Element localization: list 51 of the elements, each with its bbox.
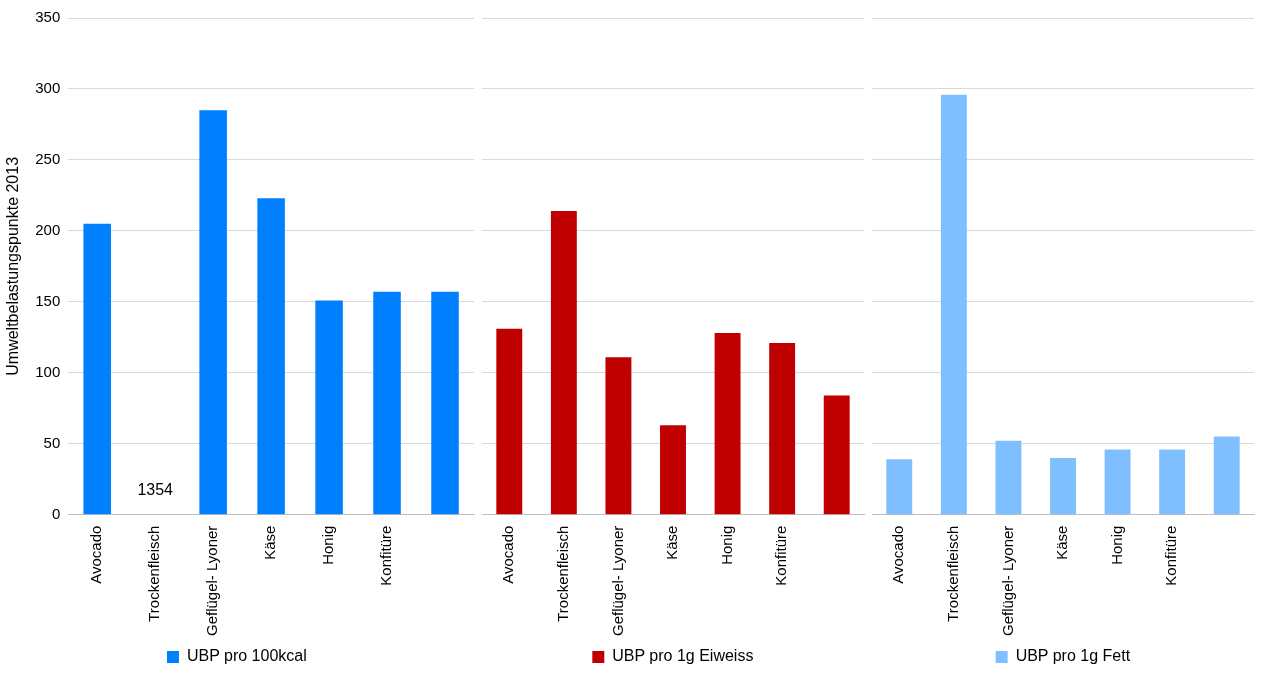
text: 1354 [137,481,173,499]
bar [940,94,967,515]
bar [995,440,1022,515]
y-tick-label: 300 [35,79,61,97]
bar [1104,449,1131,515]
y-tick-label: 50 [43,433,61,451]
x-tick-label: Geflügel- Lyoner [998,525,1016,636]
x-tick-label: Avocado [889,525,907,584]
x-tick-label: Käse [663,525,681,560]
bar [769,342,796,515]
bar [315,300,343,515]
x-tick-label: Trockenfleisch [944,525,961,622]
bar [886,459,913,515]
x-tick-label: Trockenfleisch [554,525,571,622]
bar [373,291,401,515]
y-tick-label: 0 [51,504,61,522]
bar [83,223,111,515]
x-tick-label: Konfitüre [772,525,790,586]
bar [496,328,523,515]
x-tick-label: Avocado [87,525,105,584]
bar [1159,449,1186,515]
x-tick-label: Honig [717,525,735,565]
y-axis-title: Umweltbelastungspunkte 2013 [4,156,22,376]
x-tick-label: Käse [261,525,279,560]
bar [550,210,577,515]
y-tick-label: 200 [35,221,61,238]
y-tick-label: 100 [35,362,61,380]
bar [660,425,686,515]
x-tick-label: Trockenfleisch [145,525,163,622]
x-tick-label: Honig [1107,525,1125,565]
x-tick-label: Käse [1053,525,1071,560]
bar [1050,457,1076,515]
y-tick-label: 350 [35,8,61,26]
x-tick-label: Konfitüre [377,525,395,586]
legend-label: UBP pro 100kcal [186,647,307,665]
x-tick-label: Avocado [499,525,517,584]
x-tick-label: Geflügel- Lyoner [203,525,221,636]
y-tick-label: 150 [35,291,61,309]
bar [257,198,285,515]
x-tick-label: Honig [319,525,337,565]
bar [431,291,459,515]
bar [1213,436,1240,515]
legend-label: UBP pro 1g Eiweiss [612,647,754,665]
y-tick-label: 250 [35,150,61,168]
x-tick-label: Konfitüre [1162,525,1180,586]
bar [605,357,632,515]
bar [823,395,850,515]
bar [199,110,227,515]
bar [714,333,741,515]
x-tick-label: Geflügel- Lyoner [608,525,626,636]
legend-label: UBP pro 1g Fett [1015,647,1131,665]
